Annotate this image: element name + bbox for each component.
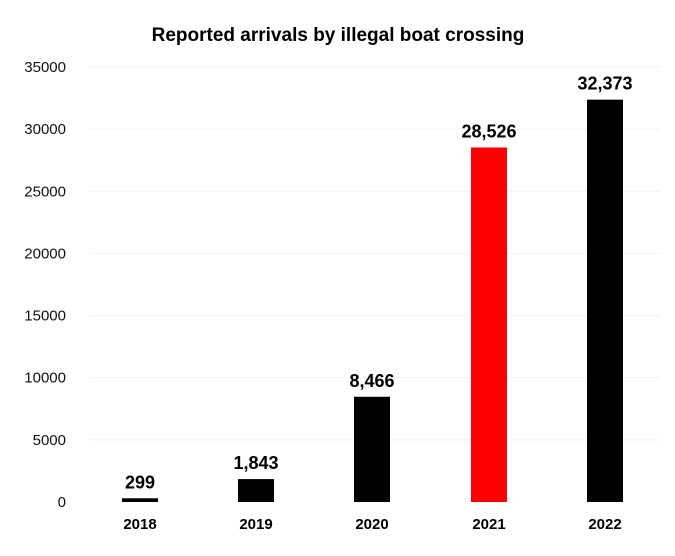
y-tick-label: 15000 bbox=[24, 308, 66, 325]
y-tick-label: 25000 bbox=[24, 183, 66, 200]
y-tick-label: 10000 bbox=[24, 370, 66, 387]
y-tick-label: 35000 bbox=[24, 59, 66, 76]
bar-2019 bbox=[238, 479, 274, 502]
x-tick-label: 2021 bbox=[472, 516, 505, 533]
data-label-2019: 1,843 bbox=[233, 453, 278, 473]
y-tick-label: 30000 bbox=[24, 121, 66, 138]
x-tick-label: 2022 bbox=[588, 516, 621, 533]
gridlines bbox=[90, 66, 660, 441]
y-axis-ticks: 0 5000 10000 15000 20000 25000 30000 35000 bbox=[24, 59, 66, 511]
data-labels: 299 1,843 8,466 28,526 32,373 bbox=[125, 74, 633, 493]
data-label-2020: 8,466 bbox=[349, 371, 394, 391]
x-axis-ticks: 2018 2019 2020 2021 2022 bbox=[123, 516, 621, 533]
data-label-2021: 28,526 bbox=[461, 121, 516, 141]
y-tick-label: 5000 bbox=[33, 432, 66, 449]
x-tick-label: 2019 bbox=[239, 516, 272, 533]
x-tick-label: 2018 bbox=[123, 516, 156, 533]
x-tick-label: 2020 bbox=[355, 516, 388, 533]
chart-title: Reported arrivals by illegal boat crossi… bbox=[152, 25, 525, 46]
bars bbox=[122, 99, 623, 503]
bar-2021 bbox=[471, 147, 507, 502]
bar-2022 bbox=[587, 99, 623, 503]
bar-2020 bbox=[354, 396, 390, 502]
bar-2018 bbox=[122, 498, 158, 502]
data-label-2018: 299 bbox=[125, 472, 155, 492]
y-tick-label: 20000 bbox=[24, 245, 66, 262]
data-label-2022: 32,373 bbox=[577, 74, 632, 94]
y-tick-label: 0 bbox=[58, 494, 66, 511]
